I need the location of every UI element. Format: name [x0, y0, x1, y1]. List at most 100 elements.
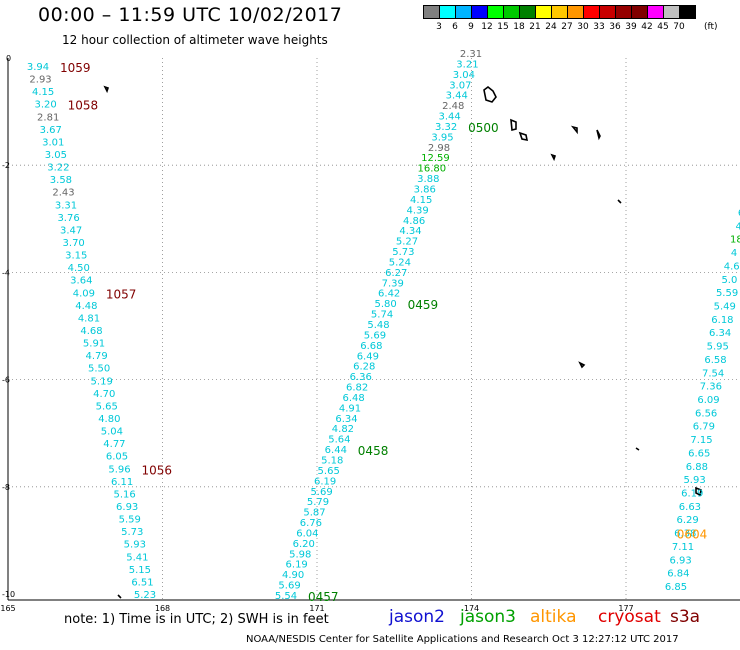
swh-value: 3.05	[45, 150, 67, 161]
swh-value: 5.18	[321, 456, 343, 467]
swh-value: 4.91	[339, 403, 361, 414]
swh-value: 16.80	[418, 164, 447, 175]
legend-label: 21	[529, 22, 541, 32]
swh-value: 6.63	[679, 502, 701, 513]
swh-value: 6.20	[293, 539, 315, 550]
swh-value: 6.88	[686, 462, 708, 473]
swh-value: 5.69	[310, 487, 332, 498]
swh-value: 12.59	[421, 153, 450, 164]
swh-value: 18	[730, 235, 740, 246]
x-tick-label: 174	[464, 604, 479, 613]
swh-value: 6.82	[346, 383, 368, 394]
swh-value: 5.80	[374, 299, 396, 310]
swh-value: 5.96	[108, 464, 130, 475]
swh-value: 7.15	[690, 435, 712, 446]
swh-value: 6.84	[667, 569, 689, 580]
swh-value: 7.36	[700, 382, 722, 393]
swh-value: 6.56	[695, 408, 717, 419]
swh-value: 6.44	[325, 445, 347, 456]
swh-value: 6.48	[342, 393, 364, 404]
footer-note: note: 1) Time is in UTC; 2) SWH is in fe…	[64, 612, 329, 627]
swh-value: 4.68	[80, 326, 102, 337]
swh-value: 5.50	[88, 364, 110, 375]
swh-value: 4.77	[103, 439, 125, 450]
swh-value: 5.59	[119, 515, 141, 526]
swh-value: 5.48	[367, 320, 389, 331]
swh-value: 5.93	[683, 475, 705, 486]
swh-value: 6.49	[357, 351, 379, 362]
time-label: 1056	[142, 463, 173, 477]
swh-value: 4.34	[399, 226, 421, 237]
swh-value: 3.20	[35, 100, 57, 111]
swh-value: 7.54	[702, 368, 724, 379]
swh-value: 4.79	[85, 351, 107, 362]
x-tick-label: 165	[0, 604, 15, 613]
swh-value: 6.93	[670, 555, 692, 566]
legend-swatch	[679, 5, 696, 19]
swh-value: 3.76	[57, 213, 79, 224]
swh-value: 4	[731, 248, 737, 259]
time-label: 0459	[408, 298, 439, 312]
swh-value: 5.24	[389, 257, 411, 268]
swh-value: 5.69	[364, 330, 386, 341]
time-label: 0500	[468, 121, 499, 135]
legend-label: 45	[657, 22, 669, 32]
swh-value: 2.31	[460, 49, 482, 60]
swh-value: 4.48	[75, 301, 97, 312]
swh-value: 4.81	[78, 313, 100, 324]
legend-label: 18	[513, 22, 525, 32]
swh-value: 4	[735, 221, 740, 232]
islands	[103, 85, 702, 599]
swh-value: 3.47	[60, 225, 82, 236]
swh-value: 3.31	[55, 200, 77, 211]
track-layer: 3.942.934.153.202.813.673.013.053.223.58…	[27, 49, 740, 604]
swh-value: 3.32	[435, 122, 457, 133]
swh-value: 5.69	[278, 581, 300, 592]
island-outline	[578, 361, 586, 369]
swh-value: 6.19	[681, 489, 703, 500]
swh-value: 6.05	[106, 452, 128, 463]
swh-value: 6.19	[286, 560, 308, 571]
swh-value: 5.54	[275, 591, 297, 602]
swh-value: 5.95	[707, 342, 729, 353]
time-label: 0457	[308, 590, 339, 604]
swh-value: 4.15	[410, 195, 432, 206]
swh-value: 6.76	[300, 518, 322, 529]
swh-value: 5.16	[113, 489, 135, 500]
map-subtitle: 12 hour collection of altimeter wave hei…	[62, 33, 328, 47]
swh-value: 3.44	[439, 112, 461, 123]
x-tick-label: 168	[155, 604, 170, 613]
swh-value: 5.04	[101, 427, 123, 438]
island-outline	[103, 85, 110, 94]
swh-value: 3.86	[414, 185, 436, 196]
island-outline	[617, 199, 622, 204]
swh-value: 3.88	[417, 174, 439, 185]
swh-value: 6.38	[674, 529, 696, 540]
map-title: 00:00 – 11:59 UTC 10/02/2017	[38, 4, 343, 26]
island-outline	[635, 447, 640, 451]
y-tick-label: -10	[2, 590, 15, 599]
y-tick-label: -6	[2, 376, 10, 385]
legend-label: 30	[577, 22, 589, 32]
swh-value: 5.87	[303, 508, 325, 519]
swh-value: 3.44	[446, 91, 468, 102]
swh-value: 5.73	[121, 527, 143, 538]
swh-value: 6.93	[116, 502, 138, 513]
swh-value: 5.27	[396, 237, 418, 248]
swh-value: 2.81	[37, 112, 59, 123]
island-outline	[483, 85, 497, 103]
swh-value: 4.39	[407, 205, 429, 216]
y-tick-label: 0	[6, 54, 11, 63]
legend-label: 33	[593, 22, 605, 32]
legend-label: 15	[497, 22, 509, 32]
swh-value: 6.79	[693, 422, 715, 433]
legend-label: 27	[561, 22, 573, 32]
swh-value: 6.42	[378, 289, 400, 300]
legend-label: 3	[436, 22, 442, 32]
swh-value: 3.07	[449, 80, 471, 91]
swh-value: 5.19	[91, 376, 113, 387]
legend-label: 70	[673, 22, 685, 32]
swh-value: 5.93	[124, 540, 146, 551]
time-label: 1057	[106, 287, 137, 301]
